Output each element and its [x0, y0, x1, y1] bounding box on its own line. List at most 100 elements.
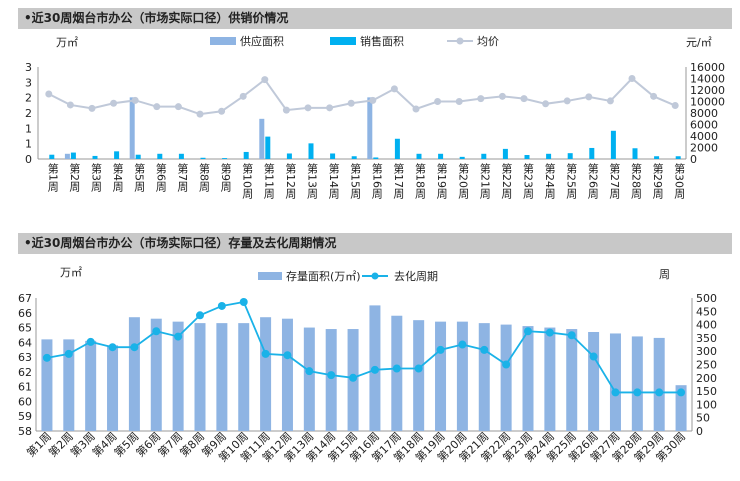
avg-price-point: [498, 92, 506, 100]
left-tick-label: 3: [25, 61, 32, 74]
x-tick-label: 第12周: [284, 162, 297, 200]
inventory-bar: [238, 323, 250, 431]
right-tick-label: 4000: [690, 130, 718, 143]
supply-bar: [259, 118, 265, 159]
inventory-bar: [413, 320, 425, 431]
right-tick-label: 6000: [690, 119, 718, 132]
x-tick-label: 第25周: [565, 162, 578, 200]
sales-bar: [157, 153, 163, 159]
x-tick-label: 第20周: [457, 162, 470, 200]
avg-price-point: [542, 100, 550, 108]
x-tick-label: 第3周: [90, 162, 103, 193]
right-tick-label: 200: [696, 372, 717, 385]
sales-bar: [610, 130, 616, 159]
right-tick-label: 10000: [690, 96, 725, 109]
sales-bar: [481, 153, 487, 159]
inventory-bar: [588, 331, 600, 431]
avg-price-point: [153, 103, 161, 111]
avg-price-point: [390, 85, 398, 93]
x-tick-label: 第13周: [306, 162, 319, 200]
avg-price-point: [218, 107, 226, 115]
cycle-point: [633, 388, 642, 397]
avg-price-point: [282, 106, 290, 114]
avg-price-point: [477, 95, 485, 103]
cycle-point: [370, 365, 379, 374]
sales-bar: [567, 153, 573, 159]
x-tick-label: 第24周: [543, 162, 556, 200]
x-tick-label: 第26周: [586, 162, 599, 200]
left-unit-label: 万㎡: [60, 266, 82, 279]
left-tick-label: 3: [25, 76, 32, 89]
cycle-point: [261, 349, 270, 358]
left-tick-label: 1: [25, 122, 32, 135]
cycle-point: [611, 388, 620, 397]
sales-bar: [70, 152, 76, 159]
x-tick-label: 第11周: [262, 162, 275, 200]
avg-price-point: [650, 92, 658, 100]
inventory-bar: [216, 323, 228, 431]
sales-bar: [373, 157, 379, 159]
legend-swatch-1: [330, 37, 356, 45]
inventory-bar: [522, 326, 534, 431]
cycle-point: [196, 311, 204, 320]
x-tick-label: 第15周: [349, 162, 362, 200]
sales-bar: [589, 147, 595, 159]
left-tick-label: 66: [18, 307, 32, 320]
avg-price-point: [196, 110, 204, 118]
right-tick-label: 16000: [690, 61, 725, 74]
sales-bar: [675, 156, 681, 159]
right-tick-label: 0: [690, 153, 697, 166]
x-tick-label: 第8周: [198, 162, 211, 193]
inventory-bar: [456, 321, 468, 431]
inventory-bar: [107, 345, 119, 431]
cycle-point: [239, 297, 248, 306]
inventory-bar: [325, 329, 337, 431]
avg-price-point: [606, 97, 614, 105]
left-tick-label: 1: [25, 138, 32, 151]
right-tick-label: 0: [696, 425, 703, 438]
sales-bar: [135, 154, 141, 159]
sales-bar: [654, 156, 660, 159]
sales-bar: [243, 151, 249, 159]
left-tick-label: 62: [18, 366, 32, 379]
supply-bar: [129, 97, 135, 159]
x-tick-label: 第4周: [111, 162, 124, 193]
legend-label-1: 去化周期: [394, 269, 438, 283]
right-tick-label: 250: [696, 359, 717, 372]
sales-bar: [265, 136, 271, 159]
x-tick-label: 第27周: [608, 162, 621, 200]
left-tick-label: 2: [25, 92, 32, 105]
avg-price-point: [261, 76, 269, 84]
legend-line-marker: [456, 37, 464, 45]
right-tick-label: 350: [696, 332, 717, 345]
avg-price-point: [304, 104, 312, 112]
right-tick-label: 450: [696, 305, 717, 318]
left-unit-label: 万㎡: [56, 36, 78, 49]
sales-bar: [459, 156, 465, 159]
sales-bar: [308, 143, 314, 159]
x-tick-label: 第17周: [392, 162, 405, 200]
cycle-line: [46, 300, 682, 394]
x-tick-label: 第14周: [327, 162, 340, 200]
right-tick-label: 500: [696, 292, 717, 305]
x-tick-label: 第10周: [241, 162, 254, 200]
right-tick-label: 12000: [690, 84, 725, 97]
right-tick-label: 50: [696, 412, 710, 425]
avg-price-point: [45, 90, 53, 98]
avg-price-point: [347, 99, 355, 107]
right-tick-label: 8000: [690, 107, 718, 120]
left-tick-label: 61: [18, 381, 32, 394]
avg-price-point: [671, 102, 679, 110]
sales-bar: [49, 154, 55, 159]
avg-price-point: [520, 95, 528, 103]
avg-price-point: [131, 96, 139, 104]
sales-bar: [394, 138, 400, 159]
avg-price-point: [455, 98, 463, 105]
cycle-point: [349, 373, 358, 382]
legend-label-0: 存量面积(万㎡): [286, 269, 361, 283]
x-tick-label: 第21周: [478, 162, 491, 200]
cycle-point: [305, 367, 314, 376]
inventory-bar: [435, 321, 447, 431]
sales-bar: [438, 153, 444, 159]
inventory-bar: [194, 323, 206, 431]
